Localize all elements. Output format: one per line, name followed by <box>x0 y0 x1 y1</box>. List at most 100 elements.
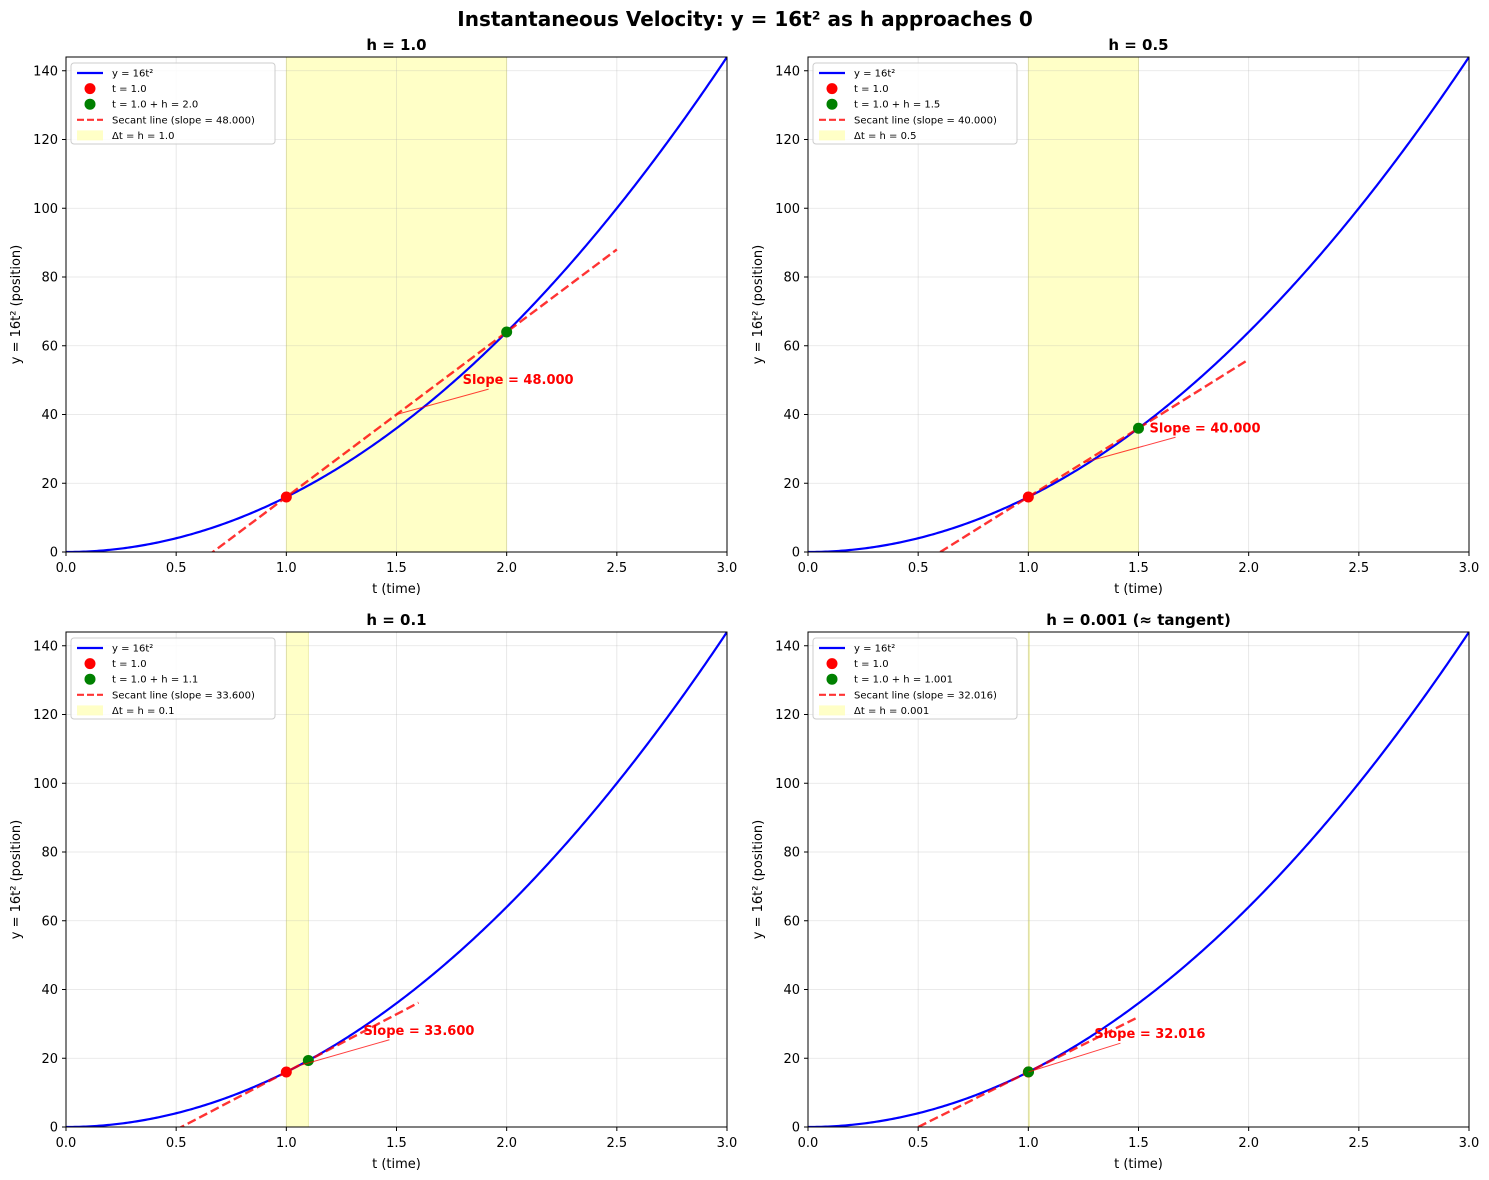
x-tick-label: 2.5 <box>606 1136 627 1151</box>
y-tick-label: 140 <box>33 639 58 654</box>
annotation-arrow <box>297 1039 390 1067</box>
legend-label: t = 1.0 + h = 1.001 <box>854 675 953 686</box>
legend-marker-interval <box>819 130 845 141</box>
x-tick-label: 0.0 <box>798 1136 819 1151</box>
legend-label: Δt = h = 1.0 <box>112 131 174 142</box>
annotation-label: Slope = 48.000 <box>463 373 574 388</box>
legend: y = 16t² t = 1.0 t = 1.0 + h = 1.1 Secant l… <box>70 637 276 720</box>
y-tick-label: 120 <box>33 133 58 148</box>
legend-label: y = 16t² <box>112 644 153 655</box>
legend-label: Δt = h = 0.5 <box>854 131 916 142</box>
x-tick-label: 0.5 <box>908 561 929 576</box>
legend-label: Δt = h = 0.001 <box>854 706 929 717</box>
legend: y = 16t² t = 1.0 t = 1.0 + h = 2.0 Secant l… <box>70 62 276 145</box>
x-tick-label: 3.0 <box>1459 1136 1480 1151</box>
y-tick-label: 40 <box>41 983 58 998</box>
y-axis-label: y = 16t² (position) <box>9 820 24 939</box>
legend-marker-point <box>826 83 838 95</box>
x-tick-label: 1.0 <box>1018 1136 1039 1151</box>
legend-label: t = 1.0 + h = 2.0 <box>112 100 198 111</box>
y-tick-label: 120 <box>775 708 800 723</box>
y-tick-label: 120 <box>33 708 58 723</box>
end-point <box>1133 422 1144 434</box>
y-tick-label: 120 <box>775 133 800 148</box>
y-tick-label: 60 <box>783 339 800 354</box>
x-tick-label: 0.5 <box>908 1136 929 1151</box>
annotation-label: Slope = 33.600 <box>363 1024 474 1039</box>
x-tick-label: 2.0 <box>496 561 517 576</box>
legend-label: t = 1.0 <box>854 84 889 95</box>
start-point <box>280 491 292 503</box>
x-tick-label: 1.0 <box>276 561 297 576</box>
legend-label: t = 1.0 <box>112 84 147 95</box>
y-tick-label: 20 <box>783 1052 800 1067</box>
legend-marker-point <box>826 658 838 670</box>
y-tick-label: 0 <box>792 546 800 561</box>
y-tick-label: 20 <box>41 477 58 492</box>
secant-line <box>178 1001 420 1127</box>
y-tick-label: 80 <box>783 846 800 861</box>
subplot-title: h = 0.001 (≈ tangent) <box>1046 611 1231 629</box>
legend-label: Secant line (slope = 33.600) <box>112 690 255 701</box>
x-tick-label: 1.0 <box>1018 561 1039 576</box>
annotation-label: Slope = 32.016 <box>1094 1027 1205 1042</box>
start-point <box>1022 491 1034 503</box>
x-tick-label: 1.5 <box>1128 561 1149 576</box>
interval-band <box>1027 632 1030 1127</box>
x-tick-label: 1.0 <box>276 1136 297 1151</box>
y-tick-label: 40 <box>783 983 800 998</box>
curve-line <box>66 632 727 1127</box>
legend-label: t = 1.0 <box>112 659 147 670</box>
legend-label: Secant line (slope = 32.016) <box>854 690 997 701</box>
plot-area <box>66 57 727 552</box>
x-tick-label: 2.5 <box>606 561 627 576</box>
legend: y = 16t² t = 1.0 t = 1.0 + h = 1.001 Secant… <box>812 637 1018 720</box>
y-tick-label: 60 <box>41 339 58 354</box>
x-tick-label: 0.0 <box>56 561 77 576</box>
legend-marker-point <box>84 673 96 685</box>
subplot-2: h = 0.5 Slope = 40.000 0.0 0.5 1.0 1.5 2.0 2.5 3… <box>751 36 1479 597</box>
y-axis-label: y = 16t² (position) <box>751 245 766 364</box>
legend-marker-point <box>84 658 96 670</box>
legend-box <box>812 637 1018 720</box>
x-tick-label: 3.0 <box>717 1136 738 1151</box>
legend-label: t = 1.0 <box>854 659 889 670</box>
subplot-title: h = 0.1 <box>366 611 426 629</box>
subplot-3: h = 0.1 Slope = 33.600 0.0 0.5 1.0 1.5 2.0 2.5 3… <box>9 611 737 1172</box>
annotation-arrow <box>1028 1042 1121 1073</box>
y-tick-label: 60 <box>41 914 58 929</box>
y-tick-label: 140 <box>775 64 800 79</box>
x-tick-label: 1.5 <box>386 1136 407 1151</box>
y-tick-label: 0 <box>50 546 58 561</box>
y-tick-label: 20 <box>783 477 800 492</box>
subplot-1: h = 1.0 Slope = 48.000 0.0 0.5 1.0 1.5 2.0 2.5 3… <box>9 36 737 597</box>
annotation-arrow <box>1083 436 1176 464</box>
subplot-4: h = 0.001 (≈ tangent) Slope = 32.016 0.0 0.… <box>751 611 1479 1172</box>
x-tick-label: 0.0 <box>56 1136 77 1151</box>
legend: y = 16t² t = 1.0 t = 1.0 + h = 1.5 Secant l… <box>812 62 1018 145</box>
legend-label: Δt = h = 0.1 <box>112 706 174 717</box>
y-tick-label: 80 <box>41 846 58 861</box>
y-axis-label: y = 16t² (position) <box>9 245 24 364</box>
interval-band <box>1027 57 1139 552</box>
x-axis-label: t (time) <box>1114 1157 1163 1172</box>
x-axis-label: t (time) <box>372 1157 421 1172</box>
legend-marker-interval <box>77 705 103 716</box>
legend-marker-point <box>84 83 96 95</box>
x-tick-label: 1.5 <box>386 561 407 576</box>
y-tick-label: 100 <box>33 202 58 217</box>
x-tick-label: 0.5 <box>166 561 187 576</box>
plot-area <box>66 632 727 1127</box>
legend-label: Secant line (slope = 40.000) <box>854 115 997 126</box>
legend-box <box>70 637 276 720</box>
x-tick-label: 0.0 <box>798 561 819 576</box>
legend-label: Secant line (slope = 48.000) <box>112 115 255 126</box>
figure-title: Instantaneous Velocity: y = 16t² as h ap… <box>457 7 1032 31</box>
x-tick-label: 3.0 <box>1459 561 1480 576</box>
end-point <box>501 326 513 338</box>
x-tick-label: 1.5 <box>1128 1136 1149 1151</box>
x-axis-label: t (time) <box>372 582 421 597</box>
y-tick-label: 40 <box>783 408 800 423</box>
y-tick-label: 140 <box>775 639 800 654</box>
y-tick-label: 80 <box>783 271 800 286</box>
